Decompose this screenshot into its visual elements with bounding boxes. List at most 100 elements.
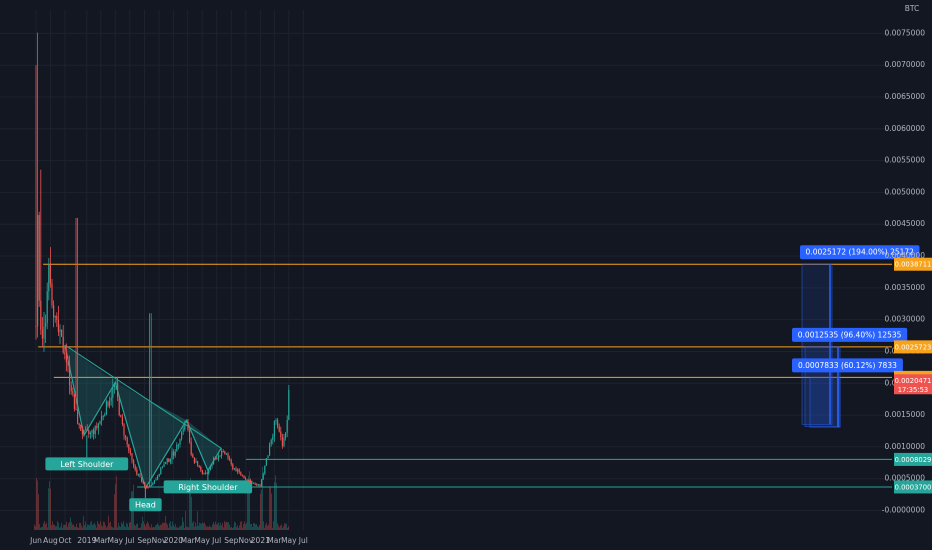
volume-bar [99,524,100,530]
candle-body [41,329,43,339]
volume-bar [217,523,218,530]
price-tag [894,257,932,271]
volume-bar [236,527,237,530]
candle-body [197,461,199,466]
volume-bar [106,527,107,530]
candle-body [153,480,155,484]
volume-bar [80,522,81,530]
volume-bar [284,523,285,530]
candle-body [189,430,191,442]
candle-body [270,439,272,445]
volume-bars [34,466,289,530]
volume-bar [55,526,56,530]
candle-body [144,482,146,487]
volume-bar [231,527,232,530]
volume-bar [261,489,262,530]
volume-bar [138,527,139,530]
candle-body [173,451,175,456]
volume-bar [162,522,163,530]
volume-bar [110,521,111,530]
candle-body [214,458,216,460]
volume-bar [215,521,216,530]
volume-bar [56,526,57,530]
volume-bar [77,527,78,530]
candle-body [182,429,184,432]
candle-body [169,459,171,462]
candle-body [94,426,96,435]
current-price-label: 0.0020471 [895,377,932,385]
volume-bar [239,525,240,530]
candle-body [286,419,288,433]
volume-bar [172,521,173,530]
volume-bar [127,523,128,530]
candle-body [97,423,99,428]
volume-bar [250,523,251,530]
volume-bar [181,525,182,530]
candle-body [240,472,242,475]
candle-body [70,385,72,392]
volume-bar [161,524,162,530]
volume-bar [279,527,280,530]
volume-bar [139,527,140,530]
volume-bar [82,527,83,530]
candle-body [45,322,47,327]
candle-body [121,416,123,425]
volume-bar [240,521,241,530]
candle-body [179,439,181,445]
volume-bar [102,526,103,530]
volume-bar [144,524,145,530]
pattern-label-box [45,457,129,471]
volume-bar [177,527,178,530]
candle-body [102,415,104,417]
volume-bar [187,527,188,530]
volume-bar [75,527,76,530]
volume-bar [51,525,52,530]
candle-body [245,478,247,480]
volume-bar [265,524,266,530]
candle-body [219,455,221,457]
volume-bar [166,522,167,530]
current-price-tag [894,374,932,395]
candle-body [265,458,267,466]
volume-bar [287,527,288,530]
candle-body [109,400,111,406]
volume-bar [229,524,230,530]
candle-body [251,482,253,484]
measure-label-box [792,327,908,342]
volume-bar [101,525,102,530]
x-tick-label: Mar [94,536,109,545]
candle-body [142,482,144,484]
candle-body [96,426,98,428]
candle-body [235,468,237,472]
price-tag [894,480,932,494]
candle-body [37,215,39,327]
candle-body [57,319,59,332]
volume-bar [43,523,44,530]
volume-bar [169,523,170,530]
volume-bar [176,527,177,530]
volume-bar [280,525,281,530]
volume-bar [249,471,250,530]
pattern-label: Head [135,501,156,510]
volume-bar [50,488,51,530]
candle-body [61,329,63,337]
horizontal-lines[interactable] [38,263,892,488]
measure-tools[interactable]: 0.0025172 (194.00%) 25172 0.0012535 (96.4… [792,245,920,428]
candle-body [237,469,239,472]
volume-bar [49,481,50,530]
volume-bar [201,524,202,530]
x-tick-label: Jul [298,536,308,545]
volume-bar [263,521,264,530]
volume-bar [39,524,40,530]
volume-bar [35,526,36,530]
volume-bar [129,522,130,530]
volume-bar [277,523,278,530]
volume-bar [48,488,49,530]
volume-bar [128,527,129,530]
candle-body [208,469,210,473]
volume-bar [254,523,255,530]
volume-bar [184,527,185,530]
